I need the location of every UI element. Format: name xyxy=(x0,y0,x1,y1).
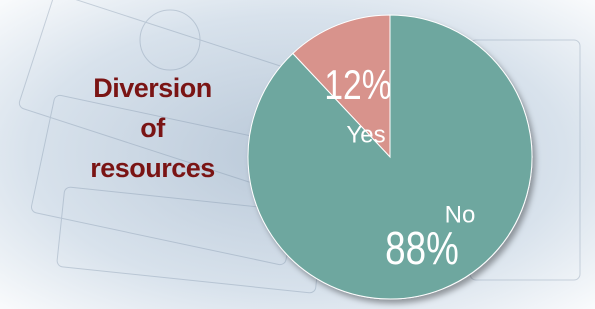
chart: 12% Yes 88%No Diversion of resources xyxy=(0,0,595,309)
category-label: No xyxy=(445,201,476,228)
chart-title: Diversion of resources xyxy=(80,68,225,188)
category-label: Yes xyxy=(346,121,385,148)
value-label: 12% xyxy=(324,63,391,109)
value-label: 88% xyxy=(385,222,459,274)
